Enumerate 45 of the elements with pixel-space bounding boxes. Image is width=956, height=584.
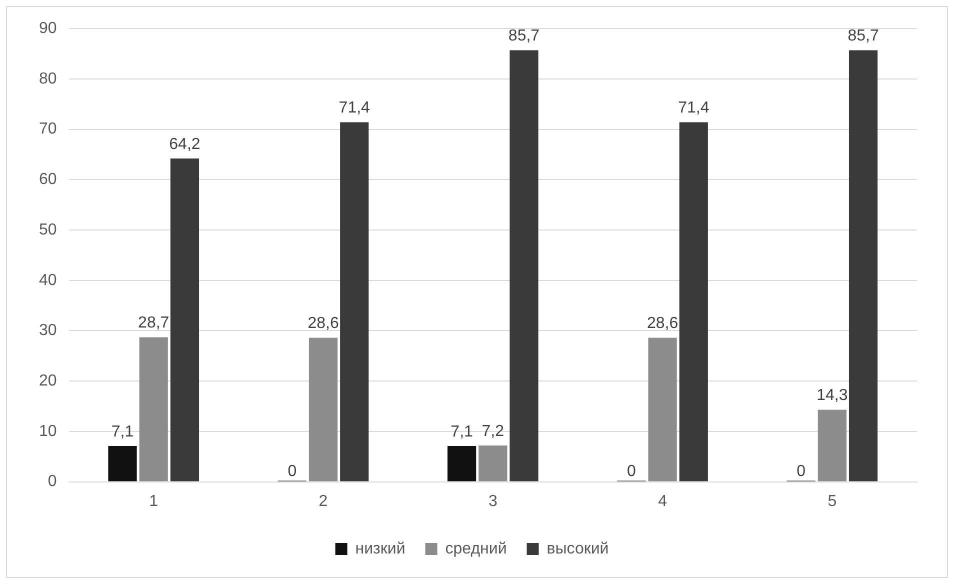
data-label: 28,6 <box>646 315 678 332</box>
data-label: 7,1 <box>450 423 474 440</box>
data-label: 7,1 <box>111 423 134 440</box>
y-tick-label: 60 <box>39 171 57 188</box>
bar <box>818 410 846 482</box>
y-tick-label: 40 <box>39 272 57 289</box>
y-tick-label: 90 <box>39 20 57 38</box>
y-tick-label: 50 <box>39 221 57 238</box>
bar <box>648 338 677 482</box>
bar <box>848 50 878 482</box>
data-label: 85,7 <box>508 28 540 45</box>
data-label: 14,3 <box>816 387 848 404</box>
data-label: 71,4 <box>678 100 710 117</box>
data-label: 7,2 <box>482 422 504 440</box>
x-tick-label: 3 <box>488 492 498 510</box>
y-tick-label: 80 <box>39 70 57 88</box>
y-tick-label: 0 <box>48 473 57 490</box>
bar <box>170 158 200 482</box>
data-label: 0 <box>626 463 636 480</box>
bar <box>478 446 508 482</box>
bar <box>308 338 338 482</box>
y-tick-label: 10 <box>39 422 57 440</box>
bar <box>510 50 538 482</box>
data-label: 71,4 <box>338 100 370 117</box>
legend-label: низкий <box>355 540 406 558</box>
x-tick-label: 2 <box>318 492 328 510</box>
bar <box>447 446 476 482</box>
data-label: 0 <box>796 463 806 480</box>
bar <box>108 446 137 482</box>
y-tick-label: 20 <box>39 372 57 390</box>
data-label: 85,7 <box>848 28 879 45</box>
bar <box>679 122 708 482</box>
x-tick-label: 1 <box>149 492 158 510</box>
data-label: 28,7 <box>138 314 170 332</box>
y-tick-label: 30 <box>39 322 57 340</box>
x-tick-label: 4 <box>658 492 668 510</box>
data-label: 28,6 <box>308 315 339 332</box>
bar <box>139 337 168 482</box>
bar <box>340 122 369 482</box>
data-label: 64,2 <box>169 136 200 153</box>
legend-label: средний <box>445 540 507 558</box>
x-tick-label: 5 <box>828 492 837 510</box>
data-label: 0 <box>288 463 297 480</box>
y-tick-label: 70 <box>39 120 57 138</box>
legend-label: высокий <box>546 540 609 558</box>
